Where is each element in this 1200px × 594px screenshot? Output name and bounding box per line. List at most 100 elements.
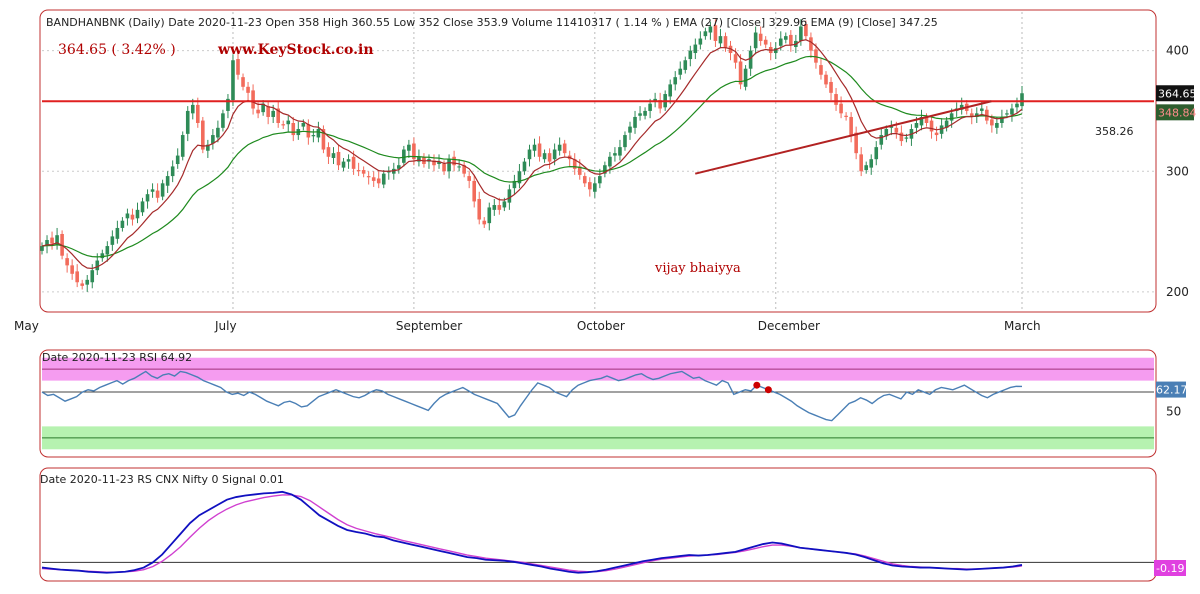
rsi-value-label: 62.17: [1156, 384, 1188, 397]
rsi-marker-dot: [764, 386, 772, 394]
candle-body: [643, 110, 647, 116]
candle-body: [512, 180, 517, 189]
candle-body: [185, 110, 190, 134]
candle-body: [502, 201, 507, 208]
candle-body: [487, 207, 492, 224]
rs-signal-label: -0.19: [1156, 562, 1184, 575]
candle-body: [457, 166, 461, 168]
candle-body: [110, 236, 115, 245]
candle-body: [537, 143, 542, 157]
candle-body: [783, 36, 788, 40]
x-tick-label: December: [758, 319, 820, 333]
candle-body: [150, 189, 155, 192]
candle-body: [190, 104, 195, 114]
candle-body: [211, 135, 215, 144]
candle-body: [974, 113, 979, 117]
rs-signal-tag: [1154, 560, 1186, 576]
candle-body: [708, 26, 713, 33]
candle-body: [125, 213, 130, 219]
candle-body: [386, 171, 391, 173]
candle-body: [919, 116, 924, 126]
candle-body: [371, 177, 376, 181]
candle-body: [251, 90, 255, 109]
candle-body: [527, 149, 532, 160]
candle-body: [557, 144, 562, 151]
candle-body: [587, 182, 592, 190]
candle-body: [658, 100, 662, 109]
candle-body: [738, 61, 743, 85]
candle-body: [321, 129, 326, 150]
candle-body: [844, 115, 848, 117]
candle-body: [326, 147, 331, 157]
candle-body: [351, 156, 356, 169]
candle-body: [673, 77, 678, 85]
candle-body: [397, 165, 401, 169]
candle-body: [613, 153, 617, 156]
candle-body: [241, 77, 245, 87]
ema-9-line: [41, 39, 1023, 270]
support-trendline: [694, 100, 992, 175]
candle-body: [603, 165, 607, 174]
ema-price-label: 348.84: [1158, 106, 1197, 119]
candle-body: [402, 149, 406, 163]
candle-body: [407, 144, 411, 151]
candle-body: [517, 171, 522, 184]
candle-body: [482, 220, 487, 225]
candle-body: [175, 155, 180, 165]
candle-body: [758, 33, 763, 41]
candle-body: [864, 165, 869, 171]
candle-body: [829, 81, 833, 93]
candle-body: [472, 180, 477, 202]
candle-body: [959, 104, 964, 110]
candle-body: [412, 143, 416, 160]
price-gridlines: May July September October December March 200 3…: [14, 12, 1189, 333]
candle-body: [879, 135, 884, 145]
candle-body: [331, 153, 336, 158]
candle-body: [432, 160, 436, 166]
candle-body: [638, 113, 642, 116]
candle-body: [789, 34, 793, 45]
candle-body: [547, 153, 552, 162]
x-tick-label: September: [396, 319, 462, 333]
candle-body: [221, 113, 225, 128]
candle-body: [718, 36, 723, 44]
candle-body: [180, 135, 185, 157]
candle-body: [859, 154, 863, 172]
candle-body: [633, 116, 637, 128]
candle-body: [753, 32, 758, 49]
candle-body: [70, 265, 74, 274]
candle-body: [170, 166, 175, 177]
candle-body: [216, 127, 220, 138]
candle-body: [809, 37, 813, 51]
candle-body: [678, 68, 683, 75]
rsi-panel-frame: [39, 349, 1157, 458]
candle-body: [201, 120, 205, 150]
candle-body: [1000, 116, 1004, 123]
price-header: BANDHANBNK (Daily) Date 2020-11-23 Open …: [46, 16, 938, 29]
candle-body: [648, 103, 652, 111]
rsi-header: Date 2020-11-23 RSI 64.92: [42, 351, 192, 364]
rsi-line: [41, 370, 1023, 422]
candle-body: [884, 129, 889, 137]
candle-body: [748, 50, 753, 69]
price-ema-lines: [41, 39, 1023, 270]
price-panel-frame: [39, 9, 1157, 313]
candle-body: [376, 178, 381, 184]
candle-body: [854, 132, 858, 154]
x-tick-label: March: [1004, 319, 1041, 333]
candle-body: [417, 156, 421, 162]
candle-body: [276, 108, 281, 123]
rs-line: [41, 490, 1023, 574]
candle-body: [532, 144, 537, 151]
last-price-tag: [1156, 85, 1194, 102]
x-tick-label: July: [214, 319, 237, 333]
candle-body: [447, 159, 451, 172]
candle-body: [703, 31, 708, 37]
candle-body: [628, 126, 632, 133]
candle-body: [115, 227, 120, 239]
rsi-value-tag: [1156, 381, 1186, 398]
candle-body: [979, 108, 984, 111]
candle-body: [834, 94, 838, 105]
candle-body: [934, 132, 939, 136]
